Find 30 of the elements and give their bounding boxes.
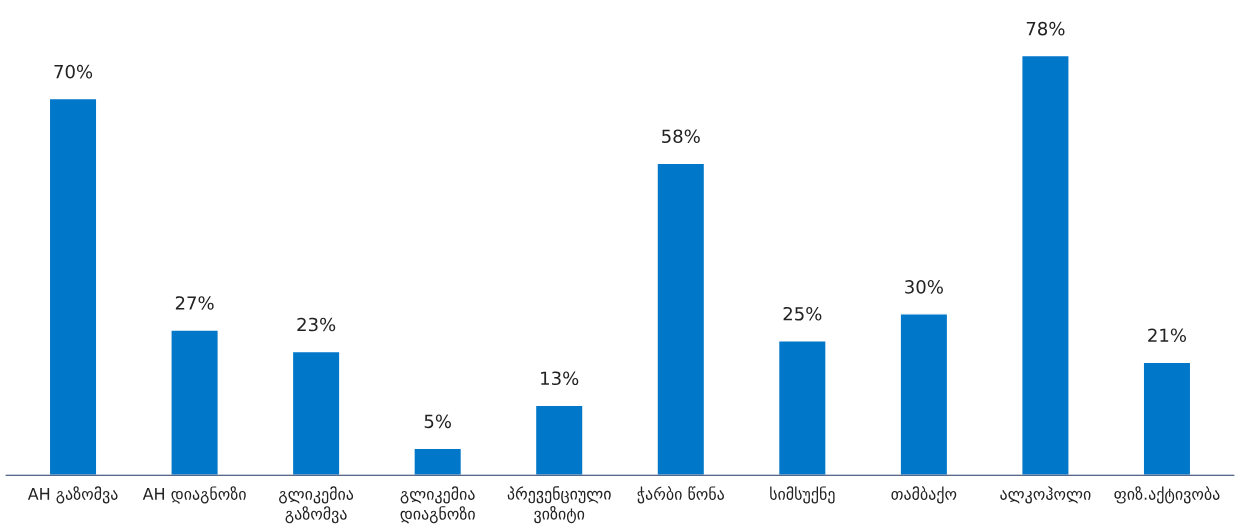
x-tick-label: AH დიაგნოზი (142, 486, 246, 504)
bar (656, 162, 706, 476)
x-tick-label: ფიზ.აქტივობა (1114, 486, 1220, 504)
bar (170, 329, 219, 476)
x-tick-label: თამბაქო (891, 486, 957, 504)
bar (534, 404, 584, 476)
x-tick-label: პრევენციული ვიზიტი (507, 486, 611, 524)
bar (1142, 361, 1192, 476)
data-label: 13% (541, 371, 579, 386)
x-tick-label: სიმსუქნე (770, 486, 835, 504)
bar (48, 97, 98, 476)
bar (1021, 54, 1070, 476)
bar (899, 313, 949, 476)
data-label: 21% (1148, 328, 1187, 343)
data-label: 23% (297, 317, 336, 332)
data-label: 5% (424, 414, 452, 429)
bar (777, 340, 827, 476)
x-tick-label: გლიკემია დიაგნოზი (400, 486, 475, 524)
data-label: 27% (175, 296, 214, 310)
bar (291, 350, 341, 476)
x-tick-label: ალკოჰოლი (1000, 486, 1091, 504)
data-label: 70% (54, 64, 93, 79)
x-tick-label: ჭარბი წონა (637, 486, 724, 504)
x-tick-label: AH გაზომვა (27, 486, 118, 504)
data-label: 30% (905, 280, 943, 294)
bar (413, 447, 463, 476)
x-tick-label: გლიკემია გაზომვა (279, 486, 354, 524)
data-label: 78% (1026, 21, 1065, 36)
data-label: 58% (662, 129, 700, 144)
data-label: 25% (783, 306, 822, 321)
